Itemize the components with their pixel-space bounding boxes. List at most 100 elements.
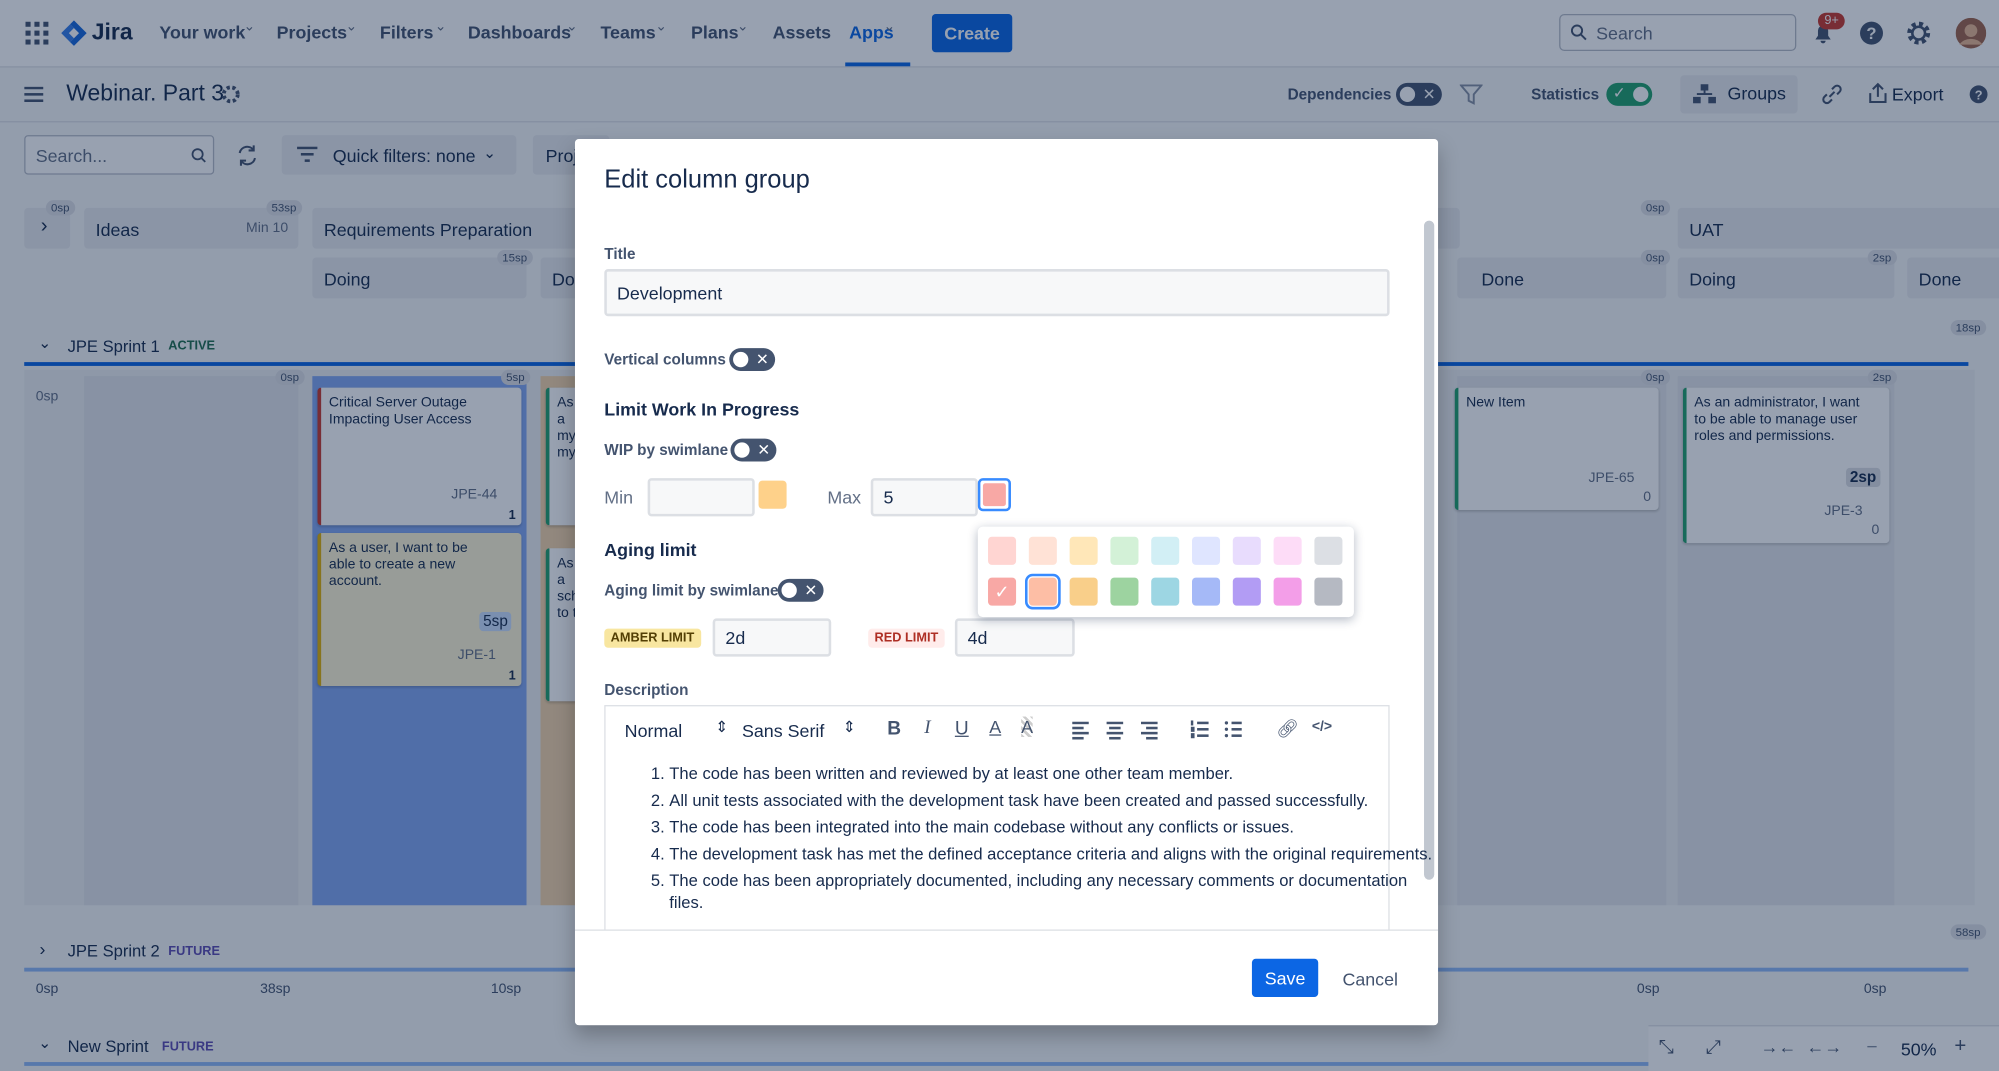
color-swatch[interactable]	[1024, 573, 1061, 610]
color-button[interactable]: A	[989, 716, 1002, 737]
expand-chevron[interactable]: ›	[39, 938, 46, 959]
board-help[interactable]: ?	[1968, 84, 1988, 104]
avatar[interactable]	[1955, 17, 1987, 49]
nav-item[interactable]: Teams	[600, 21, 656, 43]
fit-icon[interactable]: ⤡	[1658, 1036, 1674, 1059]
expand-icon[interactable]: ←→	[1806, 1036, 1843, 1057]
color-swatch[interactable]	[1314, 577, 1343, 606]
sp-badge: 53sp	[266, 200, 302, 216]
color-swatch[interactable]	[1314, 536, 1343, 565]
board-settings[interactable]	[221, 84, 241, 104]
color-swatch[interactable]	[1069, 577, 1098, 606]
vertical-toggle[interactable]: ✕	[729, 348, 776, 372]
bell-icon[interactable]	[1812, 22, 1835, 45]
color-swatch[interactable]	[1273, 536, 1302, 565]
collapse-chevron[interactable]: ⌄	[38, 1034, 52, 1052]
link-icon[interactable]	[1822, 84, 1842, 105]
min-color[interactable]	[758, 480, 787, 509]
max-color[interactable]	[977, 478, 1011, 512]
card-count: 1	[508, 669, 516, 684]
color-swatch[interactable]	[1110, 577, 1139, 606]
column-title: Doing	[323, 269, 371, 290]
create-button[interactable]: Create	[931, 14, 1013, 53]
board-search-icon	[191, 148, 206, 163]
font-select[interactable]: Sans Serif	[741, 720, 825, 741]
style-select[interactable]: Normal	[624, 720, 683, 741]
nav-item[interactable]: Filters	[379, 21, 434, 43]
card-count: 1	[508, 508, 516, 523]
help-icon[interactable]: ?	[1859, 20, 1884, 45]
max-color-fill	[982, 483, 1006, 507]
app-switcher[interactable]	[25, 21, 49, 45]
link-button[interactable]: 🔗︎	[1276, 717, 1299, 739]
menu-icon[interactable]	[24, 86, 44, 102]
bg-color-button[interactable]: A	[1021, 716, 1034, 737]
collapse-chevron[interactable]: ⌄	[38, 334, 52, 352]
collapse-icon[interactable]: →←	[1760, 1036, 1797, 1057]
board-title: Webinar. Part 3	[66, 80, 225, 106]
dependencies-toggle[interactable]: ✕	[1395, 82, 1442, 106]
nav-item[interactable]: Plans	[690, 21, 739, 43]
scrollbar[interactable]	[1424, 220, 1435, 880]
nav-item[interactable]: Your work	[159, 21, 246, 43]
quick-filter-icon	[297, 146, 318, 162]
cancel-button[interactable]: Cancel	[1342, 969, 1399, 990]
color-swatch[interactable]	[1192, 536, 1221, 565]
search-box[interactable]: Search	[1559, 14, 1797, 51]
italic-button[interactable]: I	[924, 717, 931, 739]
save-button[interactable]: Save	[1251, 958, 1319, 998]
aging-toggle[interactable]: ✕	[777, 578, 824, 602]
nav-item[interactable]: Assets	[772, 21, 832, 43]
color-swatch[interactable]	[1273, 577, 1302, 606]
bold-button[interactable]: B	[887, 717, 902, 740]
column-header: UAT	[1677, 207, 1999, 249]
max-input[interactable]: 5	[870, 478, 978, 517]
description-item: The code has been written and reviewed b…	[669, 762, 1434, 784]
list-buttons[interactable]	[1190, 720, 1242, 739]
card[interactable]: Critical Server Outage Impacting User Ac…	[317, 387, 522, 526]
wip-toggle[interactable]: ✕	[730, 438, 777, 462]
export-label[interactable]: Export	[1891, 84, 1944, 105]
groups-button[interactable]: Groups	[1680, 75, 1798, 114]
color-swatch[interactable]	[1232, 577, 1261, 606]
color-swatch[interactable]	[1192, 577, 1221, 606]
card-key: JPE-44	[451, 487, 498, 503]
sp-label: 10sp	[490, 981, 522, 998]
color-swatch[interactable]	[988, 536, 1017, 565]
sprint-line	[24, 1062, 1657, 1066]
board-search[interactable]: Search...	[24, 135, 215, 175]
min-input[interactable]	[647, 478, 755, 517]
color-swatch[interactable]	[1151, 536, 1180, 565]
card[interactable]: As a user, I want to be able to create a…	[317, 532, 522, 686]
align-buttons[interactable]	[1072, 721, 1187, 740]
color-swatch[interactable]: ✓	[988, 577, 1017, 606]
color-swatch[interactable]	[1028, 536, 1057, 565]
settings-icon[interactable]	[1906, 20, 1931, 45]
zoom-out[interactable]: −	[1866, 1036, 1878, 1059]
quick-filters[interactable]: Quick filters: none ⌄	[281, 135, 517, 175]
color-swatch[interactable]	[1151, 577, 1180, 606]
filter-icon[interactable]	[1459, 83, 1483, 106]
search-icon	[1570, 24, 1587, 41]
nav-item[interactable]: Projects	[276, 21, 348, 43]
color-swatch[interactable]	[1069, 536, 1098, 565]
nav-item[interactable]: Apps	[849, 21, 894, 43]
nav-item[interactable]: Dashboards	[467, 21, 572, 43]
refresh-icon[interactable]	[235, 143, 260, 169]
red-input[interactable]: 4d	[954, 618, 1075, 657]
sp-badge: 18sp	[1950, 320, 1986, 336]
color-swatch[interactable]	[1110, 536, 1139, 565]
underline-button[interactable]: U	[954, 717, 969, 740]
card[interactable]: New Item JPE-65 0	[1454, 387, 1659, 510]
card[interactable]: As an administrator, I want to be able t…	[1682, 387, 1890, 544]
logo[interactable]: Jira	[91, 19, 133, 45]
export-icon[interactable]	[1868, 82, 1888, 105]
title-input[interactable]: Development	[604, 269, 1390, 317]
zoom-in[interactable]: +	[1954, 1035, 1967, 1057]
editor[interactable]: Normal ⇕ Sans Serif ⇕ B I U A A 🔗︎ </> T…	[604, 705, 1432, 961]
fullscreen-icon[interactable]: ⤢	[1705, 1036, 1722, 1059]
statistics-toggle[interactable]: ✓	[1606, 82, 1653, 106]
amber-input[interactable]: 2d	[712, 618, 832, 657]
code-button[interactable]: </>	[1311, 719, 1333, 735]
color-swatch[interactable]	[1232, 536, 1261, 565]
